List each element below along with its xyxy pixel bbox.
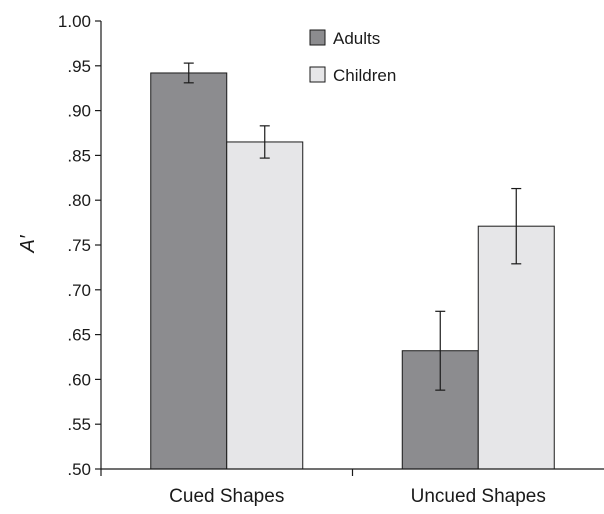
error-bar	[183, 62, 194, 84]
x-category-label: Uncued Shapes	[411, 486, 546, 507]
bar-children-1	[477, 225, 555, 470]
y-tick-label: .75	[67, 236, 91, 255]
error-bars-layer	[183, 62, 522, 391]
y-axis-label: A′	[17, 234, 39, 253]
error-bar	[259, 125, 270, 159]
y-tick-label: .80	[67, 191, 91, 210]
y-tick-label: .90	[67, 102, 91, 121]
x-ticks: Cued Shapes Uncued Shapes	[100, 469, 546, 507]
error-bar	[511, 187, 522, 265]
y-tick-label: .85	[67, 146, 91, 165]
bar-adults-0	[150, 72, 228, 470]
y-tick-label: .50	[67, 460, 91, 479]
y-tick-label: .65	[67, 326, 91, 345]
bar-children-0	[226, 141, 304, 470]
bars-layer	[150, 72, 555, 470]
legend-label-children: Children	[333, 66, 396, 85]
y-tick-label: .55	[67, 415, 91, 434]
y-tick-label: .70	[67, 281, 91, 300]
y-tick-label: .60	[67, 370, 91, 389]
legend-swatch-adults	[309, 29, 326, 46]
legend-label-adults: Adults	[333, 29, 380, 48]
legend-swatch-children	[309, 66, 326, 83]
legend: Adults Children	[309, 29, 396, 85]
y-tick-label: .95	[67, 57, 91, 76]
error-bar	[435, 310, 446, 391]
y-ticks: .50 .55 .60 .65 .70 .75 .80 .85 .90 .95 1.00	[58, 12, 101, 479]
y-tick-label: 1.00	[58, 12, 91, 31]
x-category-label: Cued Shapes	[169, 486, 284, 507]
